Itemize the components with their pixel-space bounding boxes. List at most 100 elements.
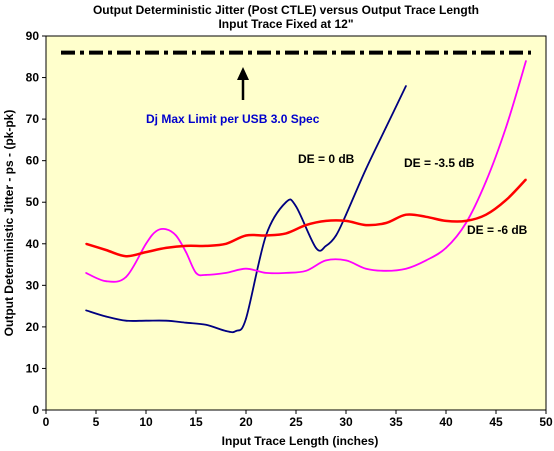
data-point bbox=[245, 267, 247, 270]
data-point bbox=[385, 269, 387, 272]
data-point bbox=[195, 272, 197, 274]
x-tick-label: 45 bbox=[489, 415, 503, 429]
data-point bbox=[445, 247, 447, 249]
data-point bbox=[225, 330, 227, 332]
data-point bbox=[385, 126, 387, 129]
data-point bbox=[345, 220, 347, 222]
data-point bbox=[365, 267, 367, 270]
data-point bbox=[165, 228, 167, 231]
data-point bbox=[445, 220, 447, 222]
data-point bbox=[145, 251, 147, 253]
series-points bbox=[85, 60, 527, 332]
data-point bbox=[285, 272, 287, 274]
y-tick-label: 10 bbox=[26, 361, 40, 375]
data-point bbox=[225, 272, 227, 274]
x-tick-label: 40 bbox=[439, 415, 453, 429]
y-tick-label: 70 bbox=[26, 112, 40, 126]
data-point bbox=[285, 232, 287, 235]
data-point bbox=[185, 321, 187, 324]
plot-area bbox=[45, 35, 547, 411]
y-axis: 0 10 20 30 40 50 60 70 80 90 bbox=[26, 29, 46, 417]
data-point bbox=[305, 224, 307, 226]
x-tick-label: 0 bbox=[43, 415, 50, 429]
data-point bbox=[175, 234, 177, 237]
data-point bbox=[145, 242, 147, 245]
y-tick-label: 90 bbox=[26, 29, 40, 43]
data-point bbox=[345, 259, 347, 262]
annotation-de-3-5: DE = -3.5 dB bbox=[404, 156, 475, 170]
x-axis: 0 5 10 15 20 25 30 35 40 45 50 bbox=[43, 410, 553, 429]
data-point bbox=[365, 224, 367, 226]
data-point bbox=[205, 324, 207, 326]
data-point bbox=[245, 234, 247, 237]
y-tick-label: 60 bbox=[26, 154, 40, 168]
data-point bbox=[305, 269, 307, 272]
data-point bbox=[155, 230, 157, 233]
x-tick-label: 5 bbox=[93, 415, 100, 429]
limit-arrow-head bbox=[237, 67, 249, 80]
y-tick-label: 50 bbox=[26, 195, 40, 209]
data-point bbox=[125, 276, 127, 278]
x-tick-label: 20 bbox=[239, 415, 253, 429]
y-tick-label: 0 bbox=[32, 403, 39, 417]
x-tick-label: 30 bbox=[339, 415, 353, 429]
data-point bbox=[385, 222, 387, 224]
data-point bbox=[185, 251, 187, 253]
data-point bbox=[85, 242, 87, 245]
data-point bbox=[315, 247, 317, 249]
data-point bbox=[265, 272, 267, 274]
data-point bbox=[365, 168, 367, 170]
data-point bbox=[465, 222, 467, 224]
data-point bbox=[145, 319, 147, 322]
data-point bbox=[525, 60, 527, 62]
data-point bbox=[405, 85, 407, 87]
series-line-0 bbox=[85, 85, 407, 334]
data-point bbox=[245, 317, 247, 320]
data-point bbox=[325, 245, 327, 247]
x-axis-label: Input Trace Length (inches) bbox=[222, 434, 379, 448]
data-point bbox=[105, 249, 107, 251]
data-point bbox=[405, 213, 407, 216]
data-point bbox=[85, 309, 87, 312]
data-point bbox=[205, 245, 207, 247]
data-point bbox=[105, 280, 107, 282]
y-axis-label: Output Deterministic Jitter - ps - (pk-p… bbox=[2, 110, 16, 337]
data-point bbox=[185, 245, 187, 247]
x-tick-label: 35 bbox=[389, 415, 403, 429]
data-point bbox=[505, 126, 507, 129]
data-point bbox=[485, 180, 487, 183]
data-point bbox=[105, 315, 107, 318]
y-tick-label: 20 bbox=[26, 320, 40, 334]
data-point bbox=[165, 247, 167, 249]
x-tick-label: 10 bbox=[139, 415, 153, 429]
y-tick-label: 80 bbox=[26, 71, 40, 85]
annotation-de-6: DE = -6 dB bbox=[467, 223, 528, 237]
data-point bbox=[325, 220, 327, 222]
data-point bbox=[125, 319, 127, 322]
data-point bbox=[125, 255, 127, 258]
annotation-de-0: DE = 0 dB bbox=[298, 152, 355, 166]
data-point bbox=[325, 259, 327, 262]
data-point bbox=[85, 272, 87, 274]
data-point bbox=[335, 234, 337, 237]
x-tick-label: 25 bbox=[289, 415, 303, 429]
data-point bbox=[225, 242, 227, 245]
chart-title: Output Deterministic Jitter (Post CTLE) … bbox=[93, 3, 479, 17]
data-point bbox=[165, 319, 167, 322]
y-tick-label: 40 bbox=[26, 237, 40, 251]
data-point bbox=[525, 178, 527, 181]
x-tick-label: 15 bbox=[189, 415, 203, 429]
data-point bbox=[205, 274, 207, 276]
data-point bbox=[285, 201, 287, 204]
chart-subtitle: Input Trace Fixed at 12" bbox=[218, 17, 353, 31]
data-point bbox=[425, 259, 427, 262]
data-point bbox=[295, 205, 297, 208]
x-tick-label: 50 bbox=[539, 415, 553, 429]
data-point bbox=[405, 267, 407, 270]
data-point bbox=[505, 199, 507, 201]
data-point bbox=[485, 213, 487, 216]
data-point bbox=[425, 215, 427, 218]
data-point bbox=[345, 213, 347, 216]
data-point bbox=[265, 234, 267, 237]
